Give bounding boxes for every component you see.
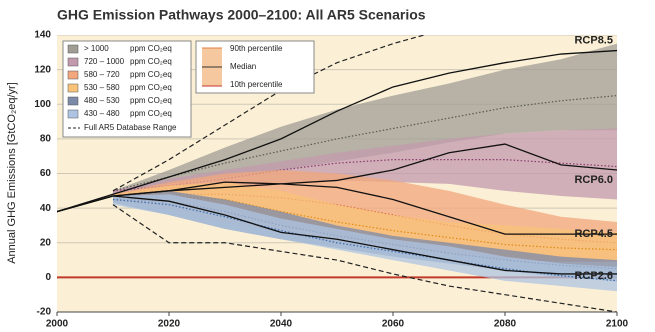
range-line	[112, 35, 427, 192]
percentile-band	[113, 182, 617, 261]
y-tick-label: 40	[40, 203, 52, 214]
rcp-line	[57, 195, 617, 275]
rcp-label: RCP8.5	[574, 34, 613, 46]
y-tick-label: 120	[34, 64, 51, 75]
legend-unit: ppm CO₂eq	[130, 57, 172, 66]
chart-title: GHG Emission Pathways 2000–2100: All AR5…	[57, 7, 426, 23]
band-legend-label: 90th percentile	[230, 44, 283, 53]
plot	[57, 35, 617, 312]
legend-label: 430 – 480	[84, 109, 120, 118]
legend-label: 580 – 720	[84, 70, 120, 79]
legend-unit: ppm CO₂eq	[130, 109, 172, 118]
x-tick-label: 2020	[158, 319, 181, 330]
x-tick-label: 2080	[494, 319, 517, 330]
rcp-label: RCP2.6	[574, 270, 613, 282]
legend-unit: ppm CO₂eq	[130, 96, 172, 105]
y-tick-label: 0	[45, 272, 51, 283]
legend-label: Full AR5 Database Range	[84, 123, 177, 132]
y-tick-label: 20	[40, 237, 52, 248]
band-legend-label: Median	[230, 62, 256, 71]
legend-swatch	[67, 70, 79, 80]
y-axis-label: Annual GHG Emissions [GtCO₂eq/yr]	[6, 82, 18, 264]
x-tick-label: 2100	[606, 319, 629, 330]
band-legend-label: 10th percentile	[230, 80, 283, 89]
y-tick-label: 80	[40, 134, 52, 145]
legend-label: > 1000	[84, 44, 109, 53]
overlay: RCP8.5 RCP6.0 RCP4.5 RCP2.6 > 1000 ppm CO₂eq 7…	[62, 34, 613, 282]
y-tick-label: 60	[40, 168, 52, 179]
legend-swatch	[67, 83, 79, 93]
x-tick-label: 2060	[382, 319, 405, 330]
y-tick-label: 140	[34, 30, 51, 41]
y-tick-label: -20	[37, 307, 52, 318]
rcp-label: RCP4.5	[574, 228, 613, 240]
percentile-band	[113, 43, 617, 195]
legend-box	[62, 40, 192, 138]
legend-swatch	[67, 57, 79, 67]
legend-label: 530 – 580	[84, 83, 120, 92]
legend-swatch	[67, 109, 79, 119]
rcp-label: RCP6.0	[574, 174, 613, 186]
legend-unit: ppm CO₂eq	[130, 70, 172, 79]
legend-swatch	[67, 96, 79, 106]
legend-label: 480 – 530	[84, 96, 120, 105]
rcp-line	[57, 181, 617, 235]
range-line	[112, 204, 617, 312]
x-tick-label: 2000	[46, 319, 69, 330]
x-tick-label: 2040	[270, 319, 293, 330]
legend-label: 720 – 1000	[84, 57, 125, 66]
legend-swatch	[67, 44, 79, 54]
y-tick-label: 100	[34, 99, 51, 110]
legend-unit: ppm CO₂eq	[130, 83, 172, 92]
median-line	[112, 198, 617, 282]
legend-unit: ppm CO₂eq	[130, 44, 172, 53]
rcp-line	[57, 49, 617, 213]
percentile-band	[113, 194, 617, 292]
